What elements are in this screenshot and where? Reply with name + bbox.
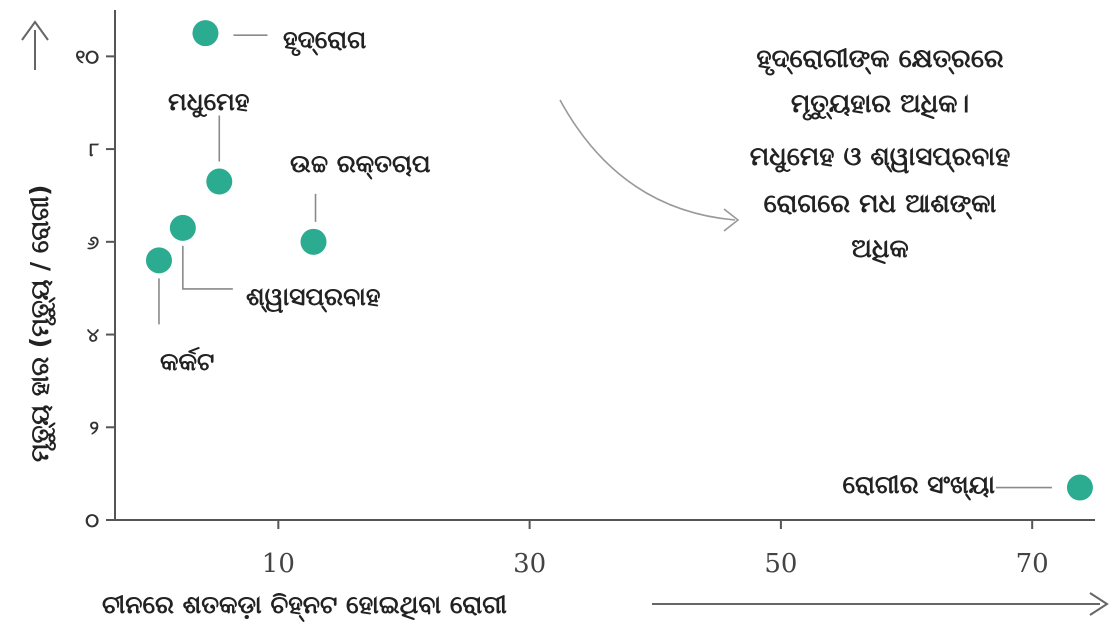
y-tick-label: ୨ bbox=[90, 417, 99, 439]
x-tick-label: 30 bbox=[513, 549, 546, 579]
annotation-line: ହୃଦ୍‌ରୋଗୀଙ୍କ କ୍ଷେତ୍ରରେ bbox=[756, 44, 1003, 76]
point-label: ଶ୍ୱାସପ୍ରବାହ bbox=[246, 282, 381, 313]
annotation-line: ମଧୁମେହ ଓ ଶ୍ୱାସପ୍ରବାହ bbox=[750, 142, 1011, 173]
x-tick-label: 50 bbox=[764, 549, 797, 579]
x-tick-label: 10 bbox=[262, 549, 295, 579]
annotation-line: ମୃତ୍ୟୁହାର ଅଧିକ। bbox=[791, 89, 969, 121]
point-label: କର୍କଟ bbox=[160, 346, 214, 376]
data-point bbox=[206, 168, 233, 195]
data-point bbox=[169, 214, 196, 241]
y-axis-arrow-head bbox=[21, 20, 49, 41]
data-point bbox=[1066, 474, 1093, 501]
y-tick-label: ୬ bbox=[87, 232, 99, 254]
y-tick-label: ୧୦ bbox=[75, 46, 99, 68]
x-axis-arrow-head bbox=[1089, 592, 1109, 616]
data-point bbox=[145, 247, 172, 274]
y-tick-label: ୮ bbox=[89, 139, 100, 161]
y-tick-label: ୪ bbox=[87, 325, 99, 347]
x-tick-label: 70 bbox=[1016, 549, 1049, 579]
point-label: ମଧୁମେହ bbox=[168, 87, 250, 118]
annotation-arrow-head bbox=[723, 208, 740, 232]
label-connector-line bbox=[182, 245, 233, 290]
y-tick-label: ୦ bbox=[85, 510, 99, 532]
data-point bbox=[192, 20, 219, 47]
annotation-line: ରୋଗରେ ମଧ ଆଶଙ୍କା bbox=[764, 189, 997, 220]
point-label: ହୃଦ୍‌ରୋଗ bbox=[283, 25, 366, 57]
data-point bbox=[300, 228, 327, 255]
point-label: ଉଚ୍ଚ ରକ୍ତଚାପ bbox=[290, 149, 431, 180]
point-label: ରୋଗୀର ସଂଖ୍ୟା bbox=[843, 470, 996, 501]
annotation-line: ଅଧିକ bbox=[851, 234, 908, 265]
y-axis-title: ମୃତ୍ୟୁ ହାର (ମୃତ୍ୟୁ / ରୋଗୀ) bbox=[25, 185, 57, 462]
annotation-arrow bbox=[559, 99, 736, 221]
x-axis-title: ଚୀନରେ ଶତକଡ଼ା ଚିହ୍ନଟ ହୋଇଥିବା ରୋଗୀ bbox=[102, 590, 507, 622]
